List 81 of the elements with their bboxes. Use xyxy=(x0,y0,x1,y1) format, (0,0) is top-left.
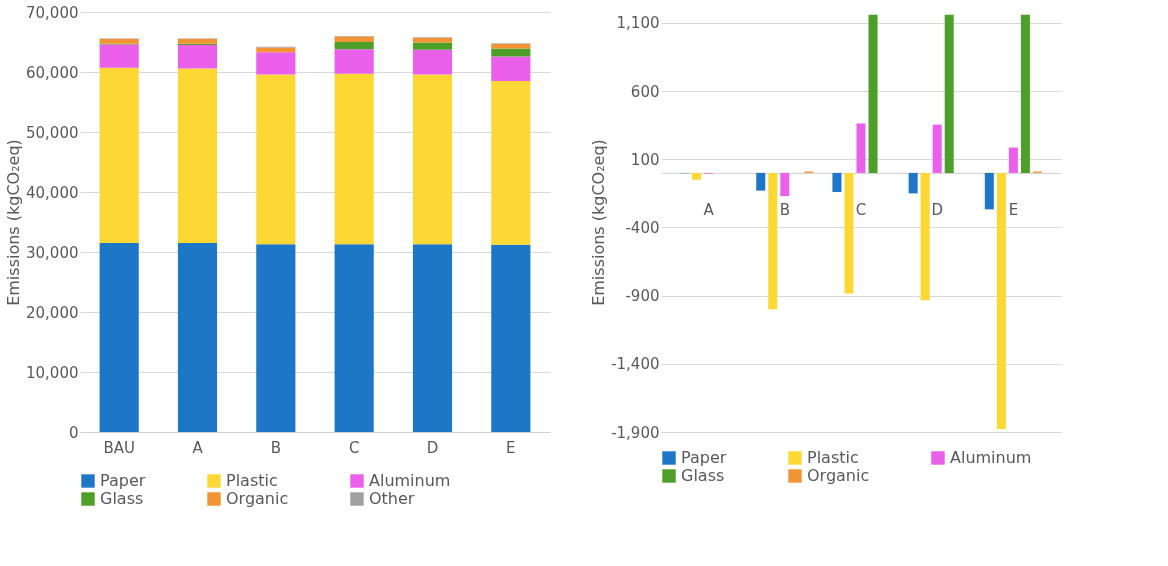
bar xyxy=(412,49,453,75)
legend-label: Glass xyxy=(681,466,725,485)
bar xyxy=(908,172,918,194)
bar xyxy=(256,52,296,75)
x-tick-label: E xyxy=(1008,201,1019,220)
y-tick-label: 600 xyxy=(630,82,660,101)
y-tick-label: -1,900 xyxy=(611,423,660,442)
bar xyxy=(334,244,374,432)
bar xyxy=(412,244,453,432)
bar xyxy=(832,172,842,192)
bar xyxy=(412,42,453,50)
bar xyxy=(99,39,139,44)
x-tick-label: E xyxy=(506,438,516,457)
legend-label: Organic xyxy=(226,489,289,508)
bar xyxy=(177,39,218,44)
y-tick-label: 20,000 xyxy=(26,303,79,322)
bar xyxy=(177,45,218,69)
legend-label: Paper xyxy=(681,448,727,467)
x-tick-label: D xyxy=(931,201,943,220)
x-tick-label: C xyxy=(855,201,867,220)
bar xyxy=(412,37,453,43)
y-tick-label: 70,000 xyxy=(26,3,79,22)
y-tick-label: 60,000 xyxy=(26,63,79,82)
bar xyxy=(412,74,453,245)
x-tick-label: B xyxy=(270,438,281,457)
legend-label: Paper xyxy=(100,471,146,490)
y-tick-label: 50,000 xyxy=(26,123,79,142)
bar xyxy=(256,47,296,53)
x-tick-label: B xyxy=(779,201,790,220)
y-axis-title: Emissions (kgCO₂eq) xyxy=(4,139,24,306)
bar xyxy=(334,42,374,50)
legend-label: Aluminum xyxy=(950,448,1032,467)
y-tick-label: -900 xyxy=(625,287,660,306)
bar xyxy=(99,67,139,243)
y-tick-label: 0 xyxy=(68,423,79,442)
y-tick-label: -1,400 xyxy=(611,355,660,374)
bar xyxy=(868,14,878,173)
bar xyxy=(491,43,531,49)
bar xyxy=(491,244,531,432)
x-tick-label: D xyxy=(426,438,439,457)
x-tick-label: A xyxy=(192,438,204,457)
y-tick-label: 1,100 xyxy=(616,14,660,33)
legend-label: Plastic xyxy=(807,448,859,467)
bar xyxy=(944,14,954,173)
y-axis-title: Emissions (kgCO₂eq) xyxy=(589,139,609,306)
bar xyxy=(491,81,531,245)
bar xyxy=(99,44,139,68)
bar xyxy=(984,172,994,210)
bar xyxy=(932,124,942,173)
bar xyxy=(491,56,531,81)
bar xyxy=(1008,147,1018,173)
y-tick-label: -400 xyxy=(625,218,660,237)
y-tick-label: 40,000 xyxy=(26,183,79,202)
bar xyxy=(334,36,374,42)
bar xyxy=(256,244,296,432)
bar xyxy=(920,172,930,301)
bar xyxy=(334,73,374,245)
bar xyxy=(177,243,218,432)
y-tick-label: 100 xyxy=(630,150,660,169)
bar xyxy=(1020,14,1030,173)
bar xyxy=(256,74,296,245)
bar xyxy=(692,172,702,180)
bar xyxy=(334,49,374,74)
x-tick-label: BAU xyxy=(103,438,135,457)
bar xyxy=(177,68,218,243)
bar xyxy=(844,172,854,294)
bar xyxy=(996,172,1006,429)
bar xyxy=(768,172,778,310)
x-tick-label: C xyxy=(348,438,360,457)
bar xyxy=(780,172,790,197)
bar xyxy=(856,123,866,173)
bar xyxy=(756,172,766,191)
legend-label: Aluminum xyxy=(369,471,451,490)
x-tick-label: A xyxy=(703,201,715,220)
y-tick-label: 10,000 xyxy=(26,363,79,382)
legend-label: Organic xyxy=(807,466,870,485)
legend-label: Other xyxy=(369,489,415,508)
y-tick-label: 30,000 xyxy=(26,243,79,262)
bar xyxy=(99,243,139,432)
legend-label: Plastic xyxy=(226,471,278,490)
legend-label: Glass xyxy=(100,489,144,508)
